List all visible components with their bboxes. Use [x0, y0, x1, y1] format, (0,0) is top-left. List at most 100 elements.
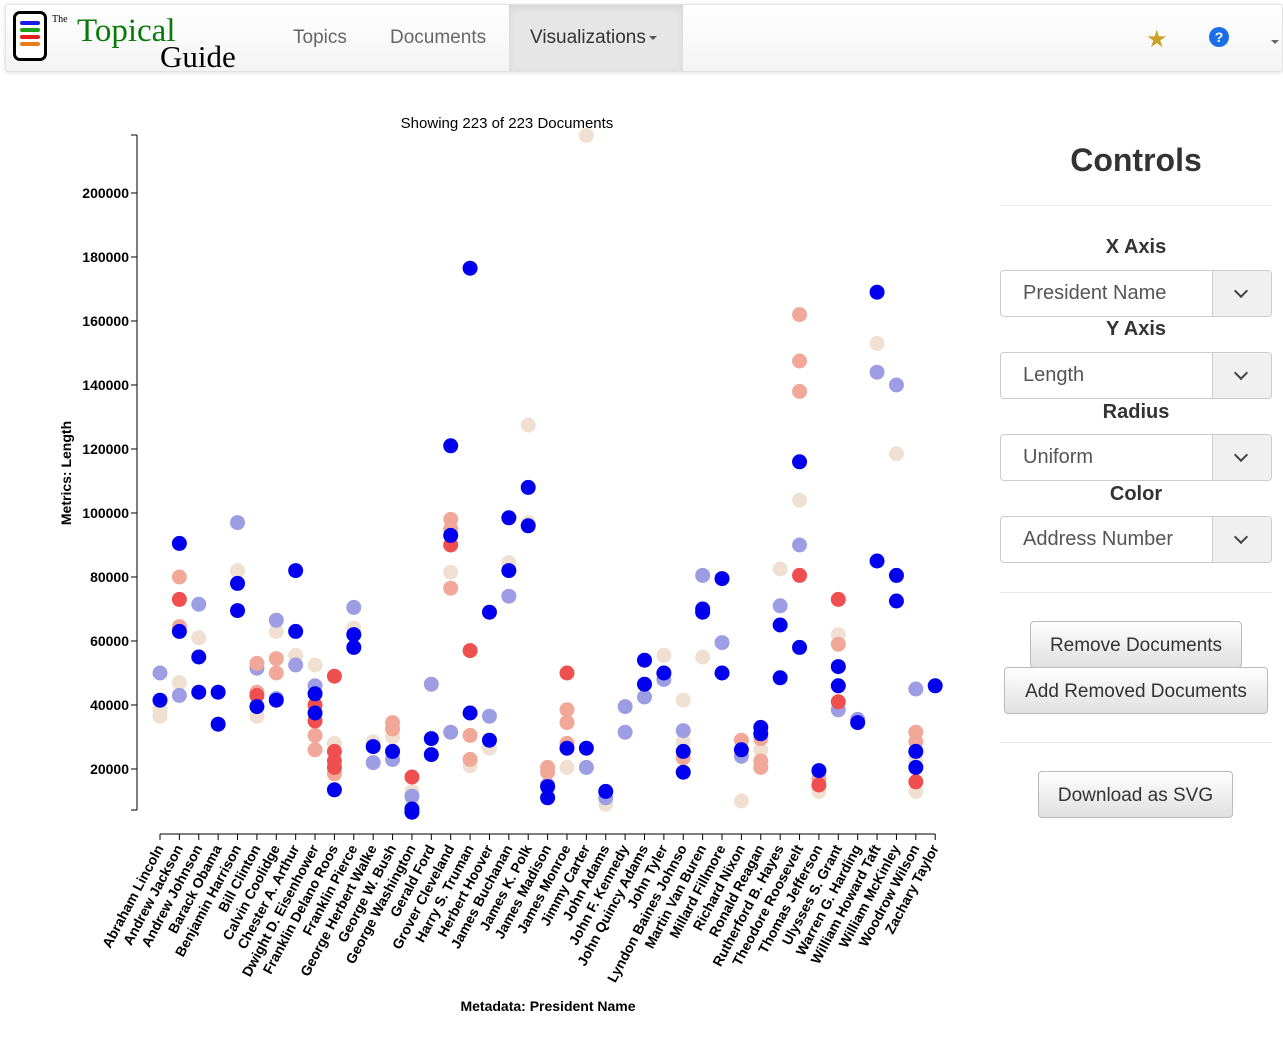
y-tick-label: 100000 [82, 505, 129, 521]
data-point [249, 655, 265, 671]
divider [1000, 742, 1272, 743]
chevron-down-icon[interactable] [1212, 517, 1271, 562]
data-point [792, 353, 808, 369]
logo-icon[interactable] [13, 11, 47, 61]
brand-guide: Guide [160, 39, 236, 74]
controls-title: Controls [1070, 142, 1202, 178]
data-point [268, 623, 284, 639]
data-point [462, 727, 478, 743]
data-point [268, 651, 284, 667]
data-point [152, 692, 168, 708]
data-point [462, 260, 478, 276]
data-point [714, 571, 730, 587]
y-tick-label: 20000 [90, 761, 129, 777]
data-point [559, 665, 575, 681]
data-point [637, 652, 652, 668]
brand-logo[interactable]: The Topical Guide [52, 9, 252, 74]
data-point [792, 639, 808, 655]
data-point [171, 569, 187, 585]
chevron-down-icon[interactable] [1212, 435, 1271, 480]
data-point [792, 492, 808, 508]
x-axis-value: President Name [1023, 282, 1167, 304]
data-point [171, 535, 187, 551]
data-point [520, 417, 536, 433]
y-axis-select[interactable]: Length [1000, 352, 1272, 399]
data-point [540, 790, 556, 806]
data-point [307, 742, 323, 758]
data-point [326, 668, 342, 684]
y-tick-label: 180000 [82, 249, 129, 265]
y-tick-label: 80000 [90, 569, 129, 585]
data-point [772, 617, 788, 633]
data-point [210, 716, 226, 732]
data-point [908, 681, 924, 697]
y-axis-value: Length [1023, 364, 1085, 386]
data-point [772, 598, 788, 614]
nav-visualizations[interactable]: Visualizations [509, 5, 683, 71]
data-point [443, 527, 459, 543]
color-select[interactable]: Address Number [1000, 516, 1272, 563]
data-point [152, 708, 168, 724]
data-point [830, 636, 846, 652]
radius-select[interactable]: Uniform [1000, 434, 1272, 481]
add-removed-documents-button[interactable]: Add Removed Documents [1004, 667, 1268, 714]
download-svg-button[interactable]: Download as SVG [1038, 771, 1233, 818]
data-point [288, 657, 304, 673]
data-point [792, 567, 808, 583]
data-point [210, 684, 226, 700]
data-point [772, 670, 788, 686]
y-tick-label: 160000 [82, 313, 129, 329]
radius-label: Radius [1102, 401, 1170, 423]
data-point [830, 659, 846, 675]
y-tick-label: 60000 [90, 633, 129, 649]
data-point [307, 727, 323, 743]
data-point [869, 364, 885, 380]
y-tick-label: 200000 [82, 185, 129, 201]
data-point [423, 676, 439, 692]
data-point [559, 740, 575, 756]
caret-down-icon [648, 35, 657, 40]
color-label: Color [1109, 483, 1163, 505]
data-point [481, 732, 497, 748]
data-point [501, 510, 517, 526]
data-point [268, 665, 284, 681]
data-point [559, 702, 575, 718]
chevron-down-icon[interactable] [1212, 353, 1271, 398]
chevron-down-icon[interactable] [1271, 40, 1279, 44]
data-point [230, 515, 246, 531]
data-point [656, 665, 672, 681]
help-icon[interactable]: ? [1209, 27, 1229, 47]
data-point [888, 593, 904, 609]
data-point [869, 335, 885, 351]
data-point [365, 755, 381, 771]
data-point [462, 751, 478, 767]
data-point [675, 723, 691, 739]
remove-documents-button[interactable]: Remove Documents [1030, 621, 1242, 668]
x-axis-select[interactable]: President Name [1000, 270, 1272, 317]
data-point [191, 630, 207, 646]
y-axis-title: Metrics: Length [58, 421, 74, 525]
data-point [811, 763, 827, 779]
x-axis-title: Metadata: President Name [460, 998, 635, 1014]
data-point [501, 563, 517, 579]
data-point [675, 692, 691, 708]
star-icon[interactable]: ★ [1146, 26, 1168, 53]
data-point [753, 726, 769, 742]
data-point [792, 383, 808, 399]
data-point [230, 603, 246, 619]
data-point [404, 788, 420, 804]
data-point [850, 715, 866, 731]
data-point [520, 518, 536, 534]
y-axis-label: Y Axis [1105, 318, 1167, 340]
data-point [423, 747, 439, 763]
nav-documents[interactable]: Documents [390, 27, 487, 48]
chart-title: Showing 223 of 223 Documents [401, 115, 614, 132]
data-point [404, 804, 420, 820]
data-point [869, 553, 885, 569]
data-point [637, 676, 652, 692]
data-point [637, 689, 652, 705]
chevron-down-icon[interactable] [1212, 271, 1271, 316]
nav-topics[interactable]: Topics [293, 27, 347, 48]
data-point [307, 657, 323, 673]
data-point [540, 779, 556, 795]
